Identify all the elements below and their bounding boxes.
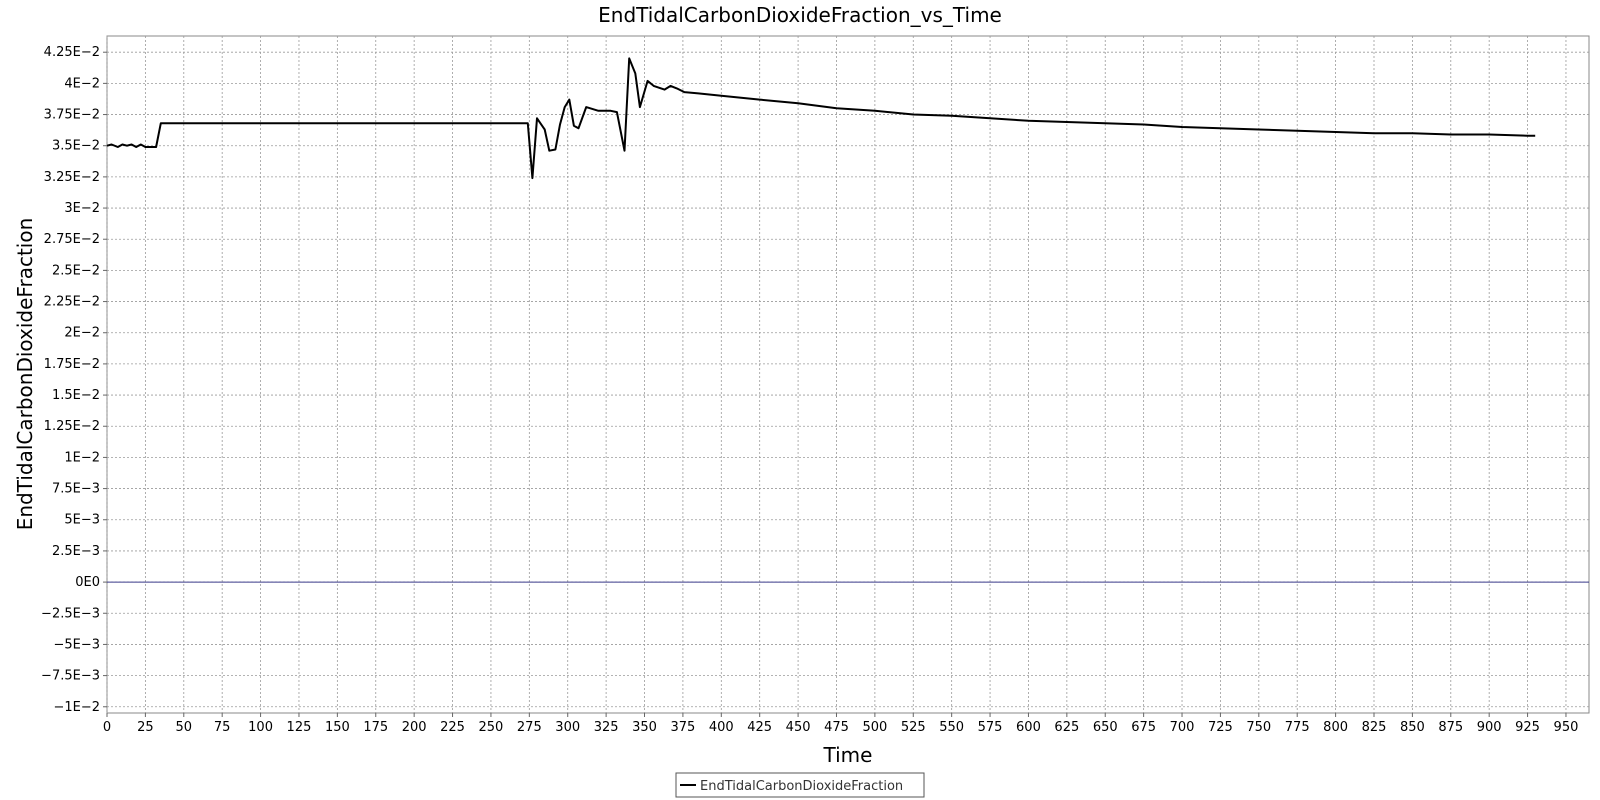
- x-tick-label: 800: [1323, 720, 1348, 735]
- x-tick-label: 700: [1170, 720, 1195, 735]
- x-tick-label: 750: [1246, 720, 1271, 735]
- x-tick-label: 175: [363, 720, 388, 735]
- x-tick-label: 500: [862, 720, 887, 735]
- y-tick-label: 1.75E−2: [44, 357, 100, 372]
- x-tick-label: 575: [978, 720, 1003, 735]
- x-tick-label: 550: [939, 720, 964, 735]
- x-tick-label: 75: [214, 720, 231, 735]
- y-tick-label: 2.25E−2: [44, 295, 100, 310]
- x-tick-label: 525: [901, 720, 926, 735]
- x-tick-label: 900: [1477, 720, 1502, 735]
- x-tick-label: 675: [1131, 720, 1156, 735]
- x-tick-label: 400: [709, 720, 734, 735]
- y-tick-label: 3E−2: [64, 201, 100, 216]
- x-tick-label: 275: [517, 720, 542, 735]
- x-axis-label: Time: [823, 743, 873, 767]
- x-tick-label: 0: [103, 720, 111, 735]
- y-tick-label: 2.5E−3: [52, 544, 100, 559]
- x-tick-label: 225: [440, 720, 465, 735]
- legend-label: EndTidalCarbonDioxideFraction: [700, 779, 903, 794]
- y-tick-label: 4.25E−2: [44, 45, 100, 60]
- y-tick-label: 1E−2: [64, 450, 100, 465]
- x-tick-label: 925: [1515, 720, 1540, 735]
- x-tick-label: 425: [747, 720, 772, 735]
- grid: [106, 36, 1589, 713]
- x-axis: 0 25 50 75 100 125 150 175 200 225 250 275 300 325 350…: [103, 713, 1579, 735]
- plot-area: [106, 35, 1590, 714]
- x-tick-label: 300: [555, 720, 580, 735]
- x-tick-label: 475: [824, 720, 849, 735]
- y-tick-label: 4E−2: [64, 76, 100, 91]
- x-tick-label: 325: [594, 720, 619, 735]
- x-tick-label: 625: [1054, 720, 1079, 735]
- x-tick-label: 650: [1093, 720, 1118, 735]
- x-tick-label: 775: [1285, 720, 1310, 735]
- x-tick-label: 150: [325, 720, 350, 735]
- x-tick-label: 825: [1362, 720, 1387, 735]
- series-line: [106, 57, 1536, 180]
- y-tick-label: 1.25E−2: [44, 419, 100, 434]
- y-tick-label: 0E0: [75, 575, 100, 590]
- legend: EndTidalCarbonDioxideFraction: [675, 772, 925, 798]
- x-tick-label: 600: [1016, 720, 1041, 735]
- x-tick-label: 250: [479, 720, 504, 735]
- y-tick-label: 7.5E−3: [52, 482, 100, 497]
- x-tick-label: 350: [632, 720, 657, 735]
- y-tick-label: −5E−3: [53, 637, 100, 652]
- x-tick-label: 950: [1554, 720, 1579, 735]
- y-tick-label: 2.5E−2: [52, 263, 100, 278]
- y-tick-label: 3.5E−2: [52, 139, 100, 154]
- series-group: [106, 57, 1536, 180]
- y-tick-label: 2E−2: [64, 326, 100, 341]
- legend-box: [675, 772, 925, 798]
- y-axis: 4.25E−2 4E−2 3.75E−2 3.5E−2 3.25E−2 3E−2 2.75E…: [41, 45, 107, 715]
- y-tick-label: −7.5E−3: [41, 669, 100, 684]
- x-tick-label: 450: [786, 720, 811, 735]
- x-tick-label: 50: [176, 720, 193, 735]
- y-tick-label: 2.75E−2: [44, 232, 100, 247]
- y-tick-label: −2.5E−3: [41, 606, 100, 621]
- y-tick-label: 3.75E−2: [44, 108, 100, 123]
- x-tick-label: 25: [137, 720, 154, 735]
- y-tick-label: 1.5E−2: [52, 388, 100, 403]
- x-tick-label: 875: [1438, 720, 1463, 735]
- y-tick-label: 5E−3: [64, 513, 100, 528]
- x-tick-label: 200: [402, 720, 427, 735]
- y-tick-label: −1E−2: [53, 700, 100, 715]
- y-tick-label: 3.25E−2: [44, 170, 100, 185]
- x-tick-label: 375: [670, 720, 695, 735]
- x-tick-label: 100: [248, 720, 273, 735]
- x-tick-label: 725: [1208, 720, 1233, 735]
- x-tick-label: 125: [287, 720, 312, 735]
- chart-title: EndTidalCarbonDioxideFraction_vs_Time: [598, 3, 1002, 27]
- y-axis-label: EndTidalCarbonDioxideFraction: [13, 218, 37, 531]
- x-tick-label: 850: [1400, 720, 1425, 735]
